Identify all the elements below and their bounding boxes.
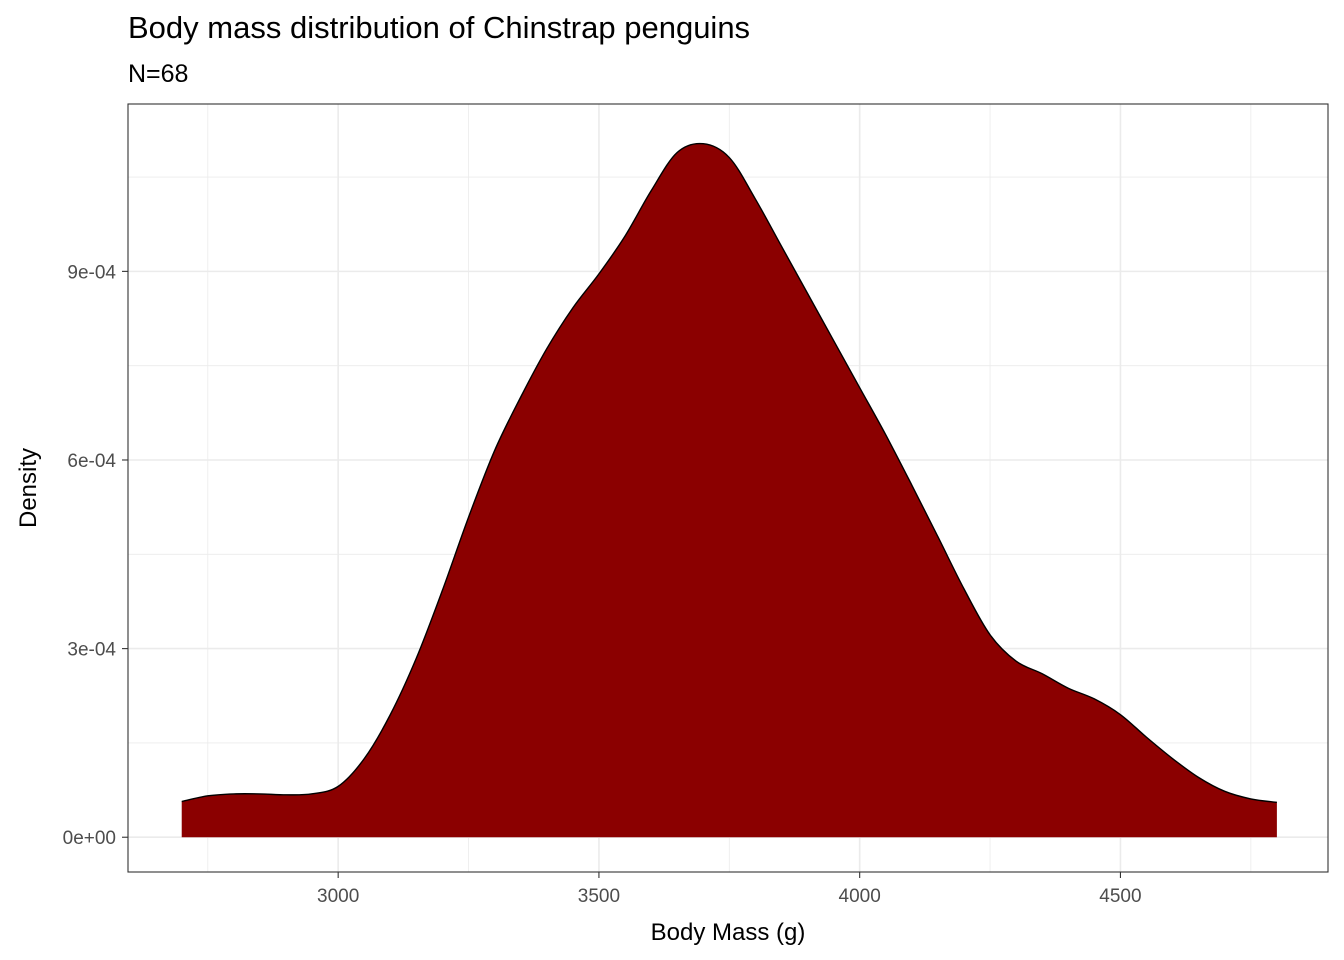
chart-subtitle: N=68 (128, 60, 189, 88)
x-tick-label: 3000 (317, 886, 359, 907)
density-curve (181, 142, 1277, 804)
x-axis-title: Body Mass (g) (651, 919, 806, 946)
x-tick-label: 4000 (839, 886, 881, 907)
x-tick-label: 4500 (1099, 886, 1141, 907)
y-axis: 0e+00 3e-04 6e-04 9e-04 (63, 262, 128, 849)
y-tick-label: 9e-04 (67, 262, 116, 283)
panel-border (127, 103, 1329, 873)
density-marks (181, 142, 1277, 838)
y-tick-label: 0e+00 (63, 828, 116, 849)
y-axis-title: Density (15, 448, 42, 528)
x-tick-label: 3500 (578, 886, 620, 907)
y-tick-label: 6e-04 (67, 451, 116, 472)
y-tick-label: 3e-04 (67, 640, 116, 661)
x-axis: 3000 3500 4000 4500 (317, 872, 1142, 907)
density-area (181, 143, 1277, 838)
chart-title: Body mass distribution of Chinstrap peng… (128, 10, 751, 45)
